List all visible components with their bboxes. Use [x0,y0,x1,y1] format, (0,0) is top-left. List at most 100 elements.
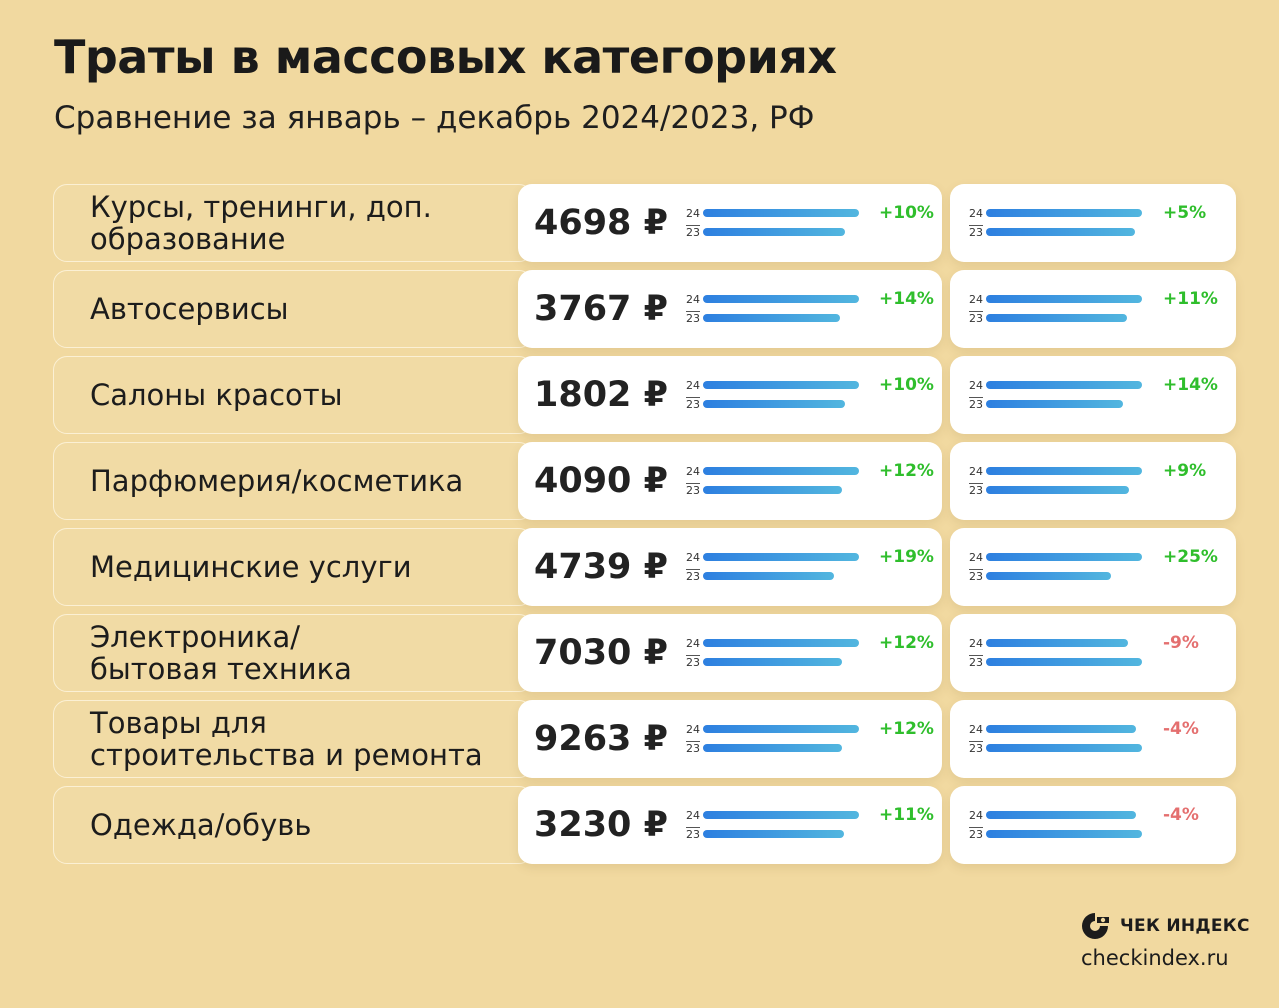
bar-2023 [703,314,840,322]
frequency-card: 24 23 +25% [950,528,1236,606]
year-label-24: 24 [686,551,700,564]
change-percent-label: +14% [1163,375,1218,395]
average-check-amount: 4698 ₽ [534,203,668,243]
year-label-24: 24 [969,809,983,822]
category-row: Курсы, тренинги, доп. образование 4698 ₽ 2… [53,184,1236,262]
year-label-24: 24 [969,551,983,564]
year-label-24: 24 [686,293,700,306]
chart-subtitle: Сравнение за январь – декабрь 2024/2023,… [54,100,815,136]
average-check-amount: 3767 ₽ [534,289,668,329]
year-label-24: 24 [969,723,983,736]
bar-2024 [703,209,859,217]
change-percent-label: +14% [879,289,934,309]
category-row: Салоны красоты 1802 ₽ 24 23 +10% 24 23 +14% [53,356,1236,434]
bar-2024 [986,381,1142,389]
year-label-24: 24 [969,465,983,478]
average-check-amount: 9263 ₽ [534,719,668,759]
category-label-box: Салоны красоты [53,356,533,434]
year-label-23: 23 [686,311,700,325]
change-percent-label: -9% [1163,633,1199,653]
category-label: Курсы, тренинги, доп. образование [90,190,432,256]
year-label-23: 23 [686,655,700,669]
frequency-card: 24 23 +5% [950,184,1236,262]
category-label-box: Товары для строительства и ремонта [53,700,533,778]
bar-2023 [703,486,843,494]
average-check-amount: 7030 ₽ [534,633,668,673]
bar-2023 [986,400,1123,408]
change-percent-label: +12% [879,461,934,481]
year-label-23: 23 [686,483,700,497]
bar-2023 [986,744,1142,752]
category-row: Автосервисы 3767 ₽ 24 23 +14% 24 23 +11% [53,270,1236,348]
bar-2023 [703,658,843,666]
average-check-card: 4698 ₽ 24 23 +10% [518,184,942,262]
category-label-box: Медицинские услуги [53,528,533,606]
average-check-card: 3230 ₽ 24 23 +11% [518,786,942,864]
bar-2023 [986,228,1135,236]
year-label-23: 23 [686,225,700,239]
category-label: Парфюмерия/косметика [90,464,464,498]
frequency-card: 24 23 +9% [950,442,1236,520]
average-check-card: 3767 ₽ 24 23 +14% [518,270,942,348]
bar-2024 [986,725,1136,733]
brand-logo: ЧЕК ИНДЕКС [1078,910,1250,942]
year-label-23: 23 [969,225,983,239]
change-percent-label: +9% [1163,461,1207,481]
year-label-23: 23 [969,741,983,755]
year-label-24: 24 [686,809,700,822]
frequency-card: 24 23 -9% [950,614,1236,692]
bar-2024 [986,553,1142,561]
year-label-23: 23 [686,569,700,583]
checkindex-logo-icon [1082,913,1109,939]
change-percent-label: +10% [879,375,934,395]
change-percent-label: +25% [1163,547,1218,567]
change-percent-label: +11% [879,805,934,825]
category-label: Салоны красоты [90,378,343,412]
bar-2023 [986,658,1142,666]
bar-2023 [986,314,1127,322]
year-label-24: 24 [969,379,983,392]
brand-site: checkindex.ru [1081,946,1229,970]
change-percent-label: +10% [879,203,934,223]
bar-2024 [703,811,859,819]
average-check-card: 1802 ₽ 24 23 +10% [518,356,942,434]
bar-2024 [703,381,859,389]
category-rows: Курсы, тренинги, доп. образование 4698 ₽ 2… [53,184,1236,872]
brand-name: ЧЕК ИНДЕКС [1120,916,1250,936]
average-check-card: 4739 ₽ 24 23 +19% [518,528,942,606]
average-check-card: 4090 ₽ 24 23 +12% [518,442,942,520]
frequency-card: 24 23 +11% [950,270,1236,348]
year-label-24: 24 [686,465,700,478]
bar-2023 [703,400,845,408]
category-label: Электроника/ бытовая техника [90,620,352,686]
year-label-23: 23 [969,397,983,411]
category-row: Электроника/ бытовая техника 7030 ₽ 24 23 +1… [53,614,1236,692]
bar-2023 [986,830,1142,838]
year-label-23: 23 [969,827,983,841]
category-label-box: Одежда/обувь [53,786,533,864]
bar-2024 [986,467,1142,475]
category-label: Автосервисы [90,292,289,326]
category-row: Одежда/обувь 3230 ₽ 24 23 +11% 24 23 -4% [53,786,1236,864]
year-label-24: 24 [686,379,700,392]
bar-2023 [703,830,844,838]
category-row: Товары для строительства и ремонта 9263 ₽… [53,700,1236,778]
average-check-amount: 4090 ₽ [534,461,668,501]
category-label: Товары для строительства и ремонта [90,706,483,772]
category-label-box: Электроника/ бытовая техника [53,614,533,692]
bar-2024 [986,209,1142,217]
year-label-24: 24 [969,207,983,220]
bar-2024 [703,295,859,303]
average-check-amount: 1802 ₽ [534,375,668,415]
bar-2024 [986,639,1128,647]
category-row: Парфюмерия/косметика 4090 ₽ 24 23 +12% 24 23 +9… [53,442,1236,520]
change-percent-label: +11% [1163,289,1218,309]
year-label-23: 23 [686,827,700,841]
frequency-card: 24 23 +14% [950,356,1236,434]
change-percent-label: +12% [879,633,934,653]
change-percent-label: +19% [879,547,934,567]
category-label-box: Автосервисы [53,270,533,348]
average-check-card: 7030 ₽ 24 23 +12% [518,614,942,692]
bar-2024 [986,295,1142,303]
year-label-23: 23 [969,655,983,669]
